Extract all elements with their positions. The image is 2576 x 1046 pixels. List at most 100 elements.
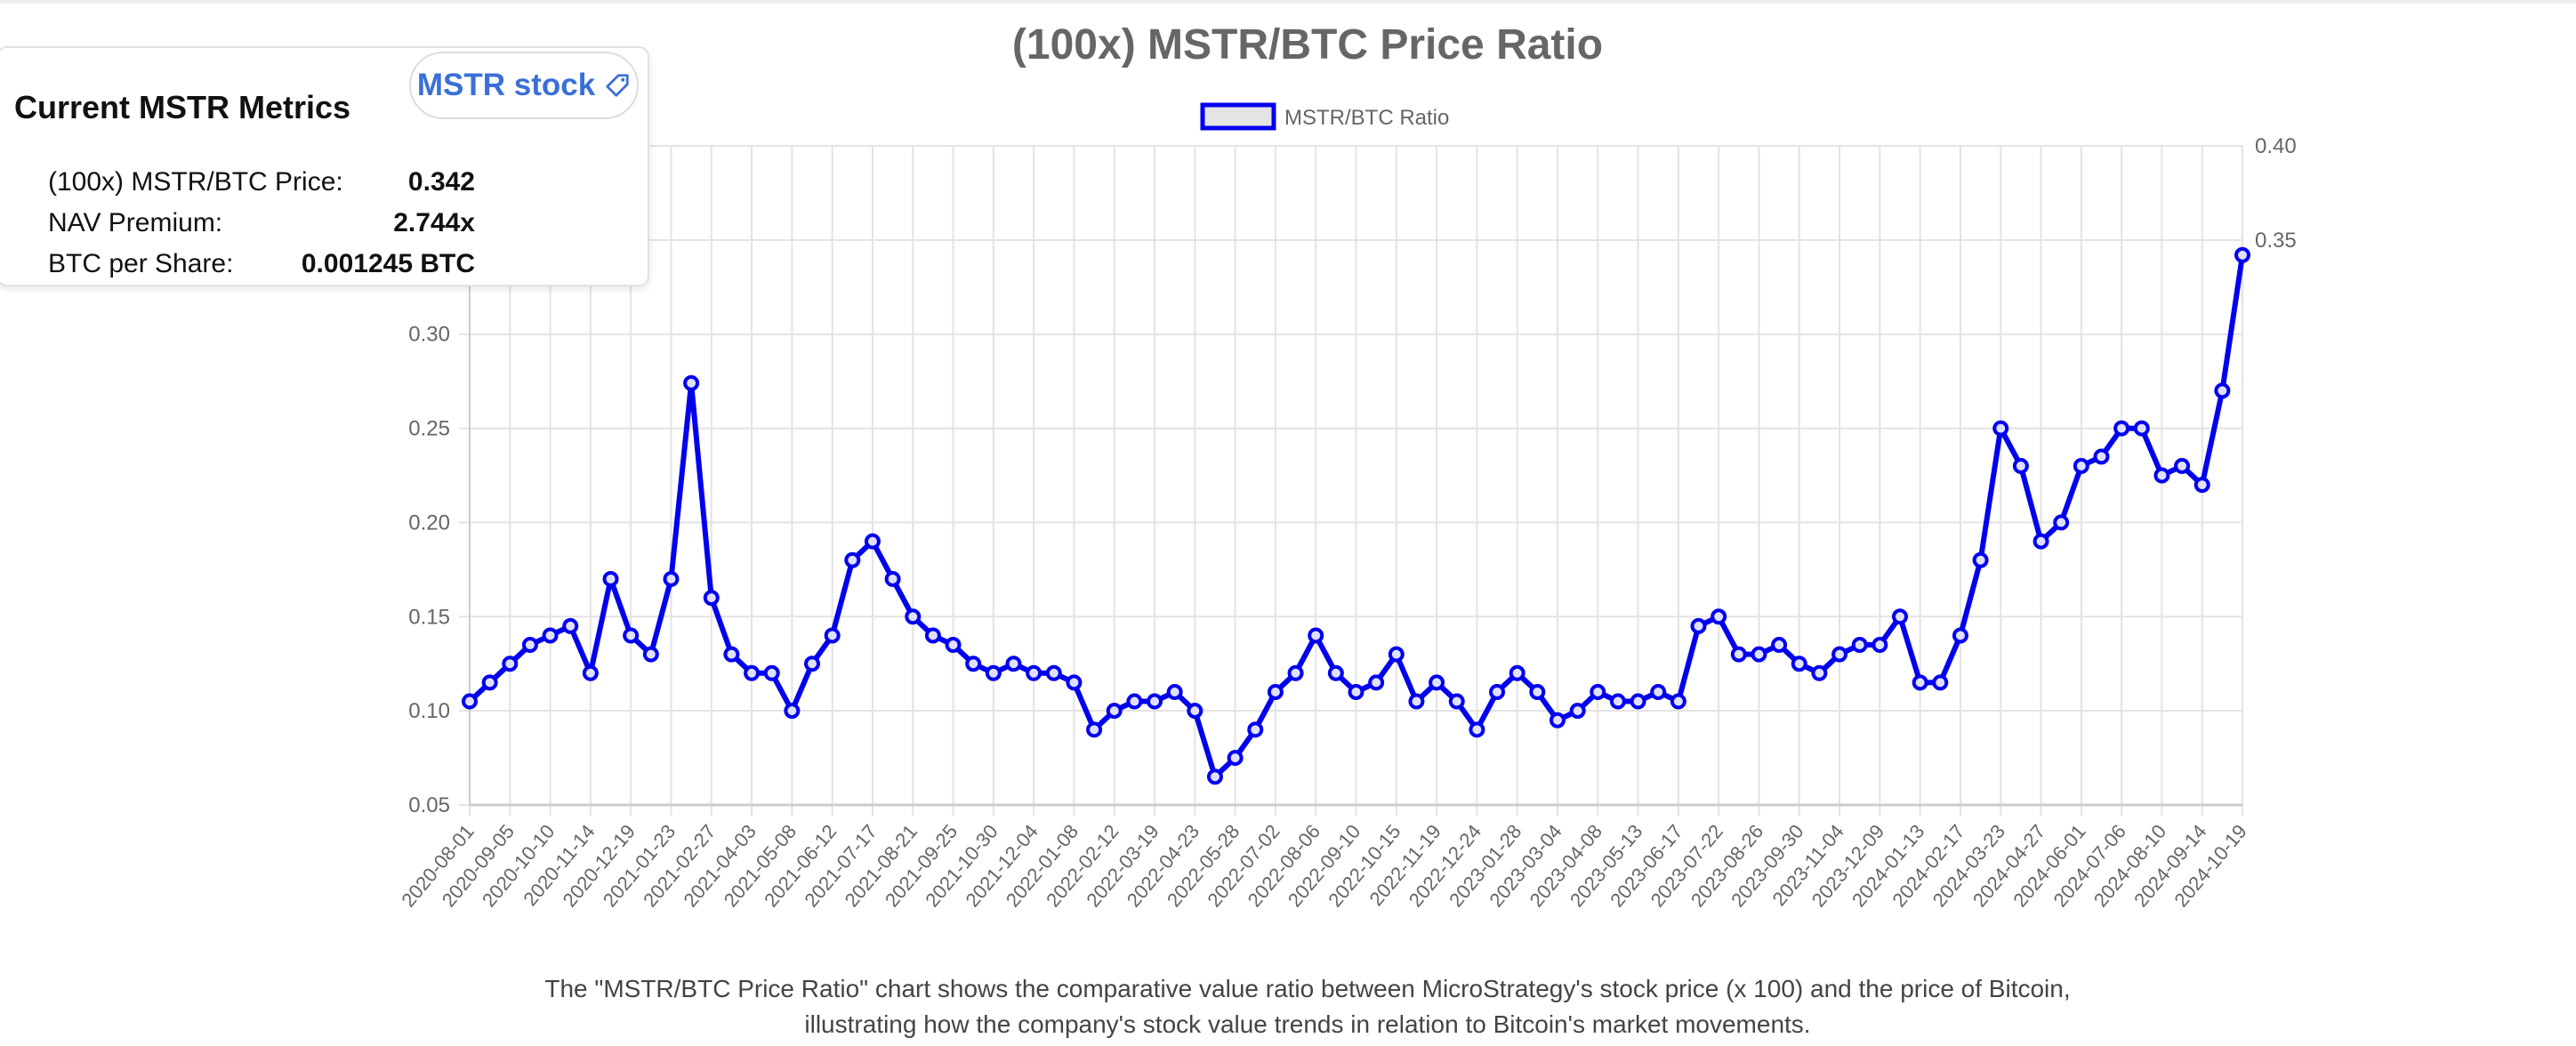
data-point: [623, 627, 640, 644]
data-point: [1005, 656, 1022, 672]
data-point: [1348, 683, 1364, 700]
data-point: [1529, 683, 1546, 700]
data-point: [744, 664, 761, 681]
data-point: [864, 533, 881, 550]
y-tick-label: 0.20: [408, 511, 450, 535]
data-point: [2012, 457, 2029, 474]
data-point: [1509, 664, 1525, 681]
data-point: [1831, 646, 1848, 663]
metric-value: 2.744x: [393, 208, 475, 237]
y-tick-label: 0.40: [2255, 134, 2297, 158]
data-point: [1590, 683, 1606, 700]
data-point: [1549, 712, 1566, 728]
metric-value: 0.342: [407, 167, 475, 197]
data-point: [481, 674, 498, 691]
data-point: [1106, 703, 1123, 720]
data-point: [763, 664, 780, 681]
data-point: [2133, 420, 2150, 437]
data-point: [1126, 693, 1143, 710]
data-point: [884, 570, 901, 587]
data-point: [582, 664, 599, 681]
data-point: [642, 646, 659, 663]
metric-row-btc-per-share: BTC per Share: 0.001245 BTC: [48, 249, 475, 279]
data-point: [1851, 637, 1868, 654]
legend-label: MSTR/BTC Ratio: [1284, 106, 1449, 130]
y-tick-label: 0.30: [408, 323, 450, 347]
data-point: [1227, 750, 1244, 767]
data-point: [1932, 674, 1949, 691]
data-point: [462, 693, 478, 710]
data-point: [1086, 721, 1103, 738]
data-point: [1771, 637, 1788, 654]
y-tick-label: 0.25: [408, 417, 450, 441]
y-tick-label: 0.05: [408, 793, 450, 817]
data-point: [1469, 721, 1485, 738]
legend[interactable]: MSTR/BTC Ratio: [1200, 102, 1449, 131]
data-point: [1267, 683, 1284, 700]
data-point: [502, 656, 519, 672]
metric-value: 0.001245 BTC: [301, 249, 475, 278]
data-point: [1872, 637, 1888, 654]
data-point: [1891, 608, 1908, 625]
y-tick-label: 0.15: [408, 605, 450, 629]
data-point: [1992, 420, 2009, 437]
chart-title: (100x) MSTR/BTC Price Ratio: [1012, 21, 1603, 68]
data-point: [1045, 664, 1062, 681]
data-point: [2033, 533, 2049, 550]
tag-icon: [606, 74, 629, 97]
data-point: [924, 627, 941, 644]
data-point: [965, 656, 982, 672]
data-point: [542, 627, 559, 644]
legend-swatch: [1200, 102, 1276, 131]
data-point: [1066, 674, 1083, 691]
data-point: [703, 590, 720, 607]
data-point: [1751, 646, 1767, 663]
data-point: [2153, 467, 2170, 484]
data-point: [2174, 457, 2191, 474]
metrics-title: Current MSTR Metrics: [14, 89, 351, 125]
metric-row-price: (100x) MSTR/BTC Price: 0.342: [48, 167, 475, 197]
data-point: [1489, 683, 1506, 700]
data-point: [1166, 683, 1183, 700]
data-point: [784, 703, 801, 720]
data-point: [1609, 693, 1626, 710]
data-point: [905, 608, 922, 625]
data-point: [804, 656, 821, 672]
data-point: [1368, 674, 1385, 691]
data-point: [1690, 617, 1707, 634]
data-point: [1287, 664, 1304, 681]
data-point: [985, 664, 1002, 681]
data-point: [1952, 627, 1968, 644]
y-tick-label: 0.10: [408, 699, 450, 723]
data-point: [1650, 683, 1667, 700]
data-point: [2093, 448, 2110, 465]
metric-row-nav-premium: NAV Premium: 2.744x: [48, 208, 475, 238]
data-point: [1670, 693, 1686, 710]
data-point: [1308, 627, 1324, 644]
data-point: [1791, 656, 1807, 672]
data-point: [1630, 693, 1646, 710]
data-point: [521, 637, 538, 654]
data-point: [1429, 674, 1445, 691]
data-point: [2053, 514, 2070, 531]
data-point: [663, 570, 680, 587]
data-point: [2194, 477, 2210, 494]
metrics-panel: Current MSTR Metrics MSTR stock (100x) M…: [0, 46, 649, 286]
data-point: [824, 627, 841, 644]
data-point: [1811, 664, 1828, 681]
data-point: [2073, 457, 2089, 474]
data-point: [1327, 664, 1344, 681]
mstr-stock-label: MSTR stock: [416, 68, 596, 102]
data-point: [1388, 646, 1405, 663]
top-border: [0, 0, 2576, 4]
data-point: [2113, 420, 2130, 437]
data-point: [945, 637, 962, 654]
data-point: [1569, 703, 1586, 720]
data-point: [723, 646, 740, 663]
metric-label: (100x) MSTR/BTC Price:: [48, 167, 343, 197]
data-point: [683, 374, 700, 391]
metric-label: NAV Premium:: [48, 208, 223, 237]
data-point: [602, 570, 619, 587]
mstr-stock-button[interactable]: MSTR stock: [409, 52, 639, 119]
data-point: [1206, 768, 1223, 785]
